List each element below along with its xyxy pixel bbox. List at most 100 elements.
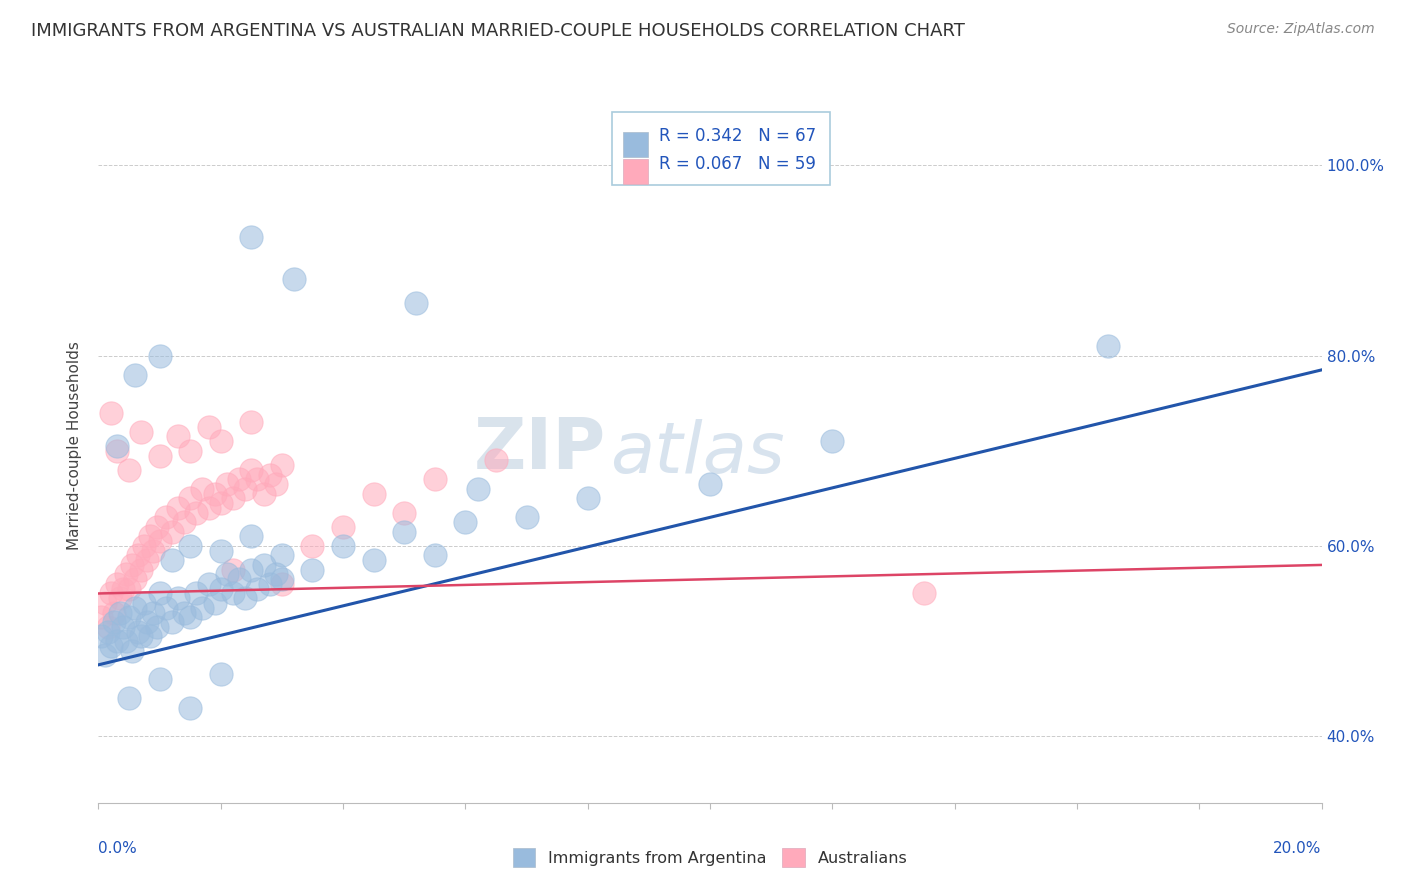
Point [118,691,141,706]
Text: 20.0%: 20.0% [1274,841,1322,855]
Point [118,463,141,477]
Point [134,596,156,610]
Point [222,563,245,577]
Point [392,524,416,539]
Point [160,524,183,539]
Point [197,500,219,515]
Point [332,539,354,553]
Point [105,443,128,458]
Point [139,529,162,543]
Point [186,506,208,520]
Point [240,463,263,477]
Text: R = 0.067   N = 59: R = 0.067 N = 59 [659,155,817,173]
Point [155,600,177,615]
Point [259,467,281,482]
Point [97,620,120,634]
Point [129,563,152,577]
Point [108,591,131,606]
Point [423,472,446,486]
Point [105,577,128,591]
Point [145,620,167,634]
Point [160,553,183,567]
Point [167,591,190,606]
Point [283,272,305,286]
Text: ZIP: ZIP [474,415,606,484]
Point [121,558,143,572]
Point [240,415,263,429]
Point [270,572,294,586]
Point [270,549,294,563]
Point [90,610,112,624]
Point [149,534,172,549]
Point [160,615,183,629]
Point [454,515,477,529]
Point [142,543,165,558]
Point [108,606,131,620]
Point [270,577,294,591]
Point [209,582,232,596]
Point [228,572,250,586]
Point [363,553,385,567]
Point [209,496,232,510]
Point [392,506,416,520]
Text: R = 0.342   N = 67: R = 0.342 N = 67 [659,128,817,145]
Point [1097,339,1119,353]
Point [142,606,165,620]
Point [301,539,323,553]
Point [134,539,156,553]
Point [467,482,489,496]
Point [191,600,214,615]
Point [111,620,134,634]
Text: atlas: atlas [610,418,785,488]
Point [97,624,120,639]
Point [233,591,256,606]
Point [127,624,149,639]
Point [139,629,162,643]
Point [100,639,122,653]
Point [179,539,201,553]
Point [173,606,195,620]
Point [93,648,115,663]
Point [145,520,167,534]
Point [167,500,190,515]
Point [136,615,159,629]
Legend: Immigrants from Argentina, Australians: Immigrants from Argentina, Australians [506,842,914,873]
Point [179,443,201,458]
Point [124,600,146,615]
Point [912,586,935,600]
Point [121,643,143,657]
Point [136,553,159,567]
Point [516,510,538,524]
Point [149,349,172,363]
Point [423,549,446,563]
Point [167,429,190,443]
Point [100,586,122,600]
Point [90,629,112,643]
Point [204,596,226,610]
Point [222,491,245,506]
Point [173,515,195,529]
Point [252,558,274,572]
Point [222,586,245,600]
Point [103,615,125,629]
Point [215,477,238,491]
Point [233,482,256,496]
Point [821,434,844,449]
Point [186,586,208,600]
Point [118,610,141,624]
Y-axis label: Married-couple Households: Married-couple Households [67,342,83,550]
Point [246,472,269,486]
Point [179,491,201,506]
Point [405,296,427,310]
Point [129,629,152,643]
Point [363,486,385,500]
Point [209,667,232,681]
Point [204,486,226,500]
Point [699,477,721,491]
Point [576,491,599,506]
Point [149,672,172,686]
Point [332,520,354,534]
Point [240,229,263,244]
Point [149,586,172,600]
Point [240,529,263,543]
